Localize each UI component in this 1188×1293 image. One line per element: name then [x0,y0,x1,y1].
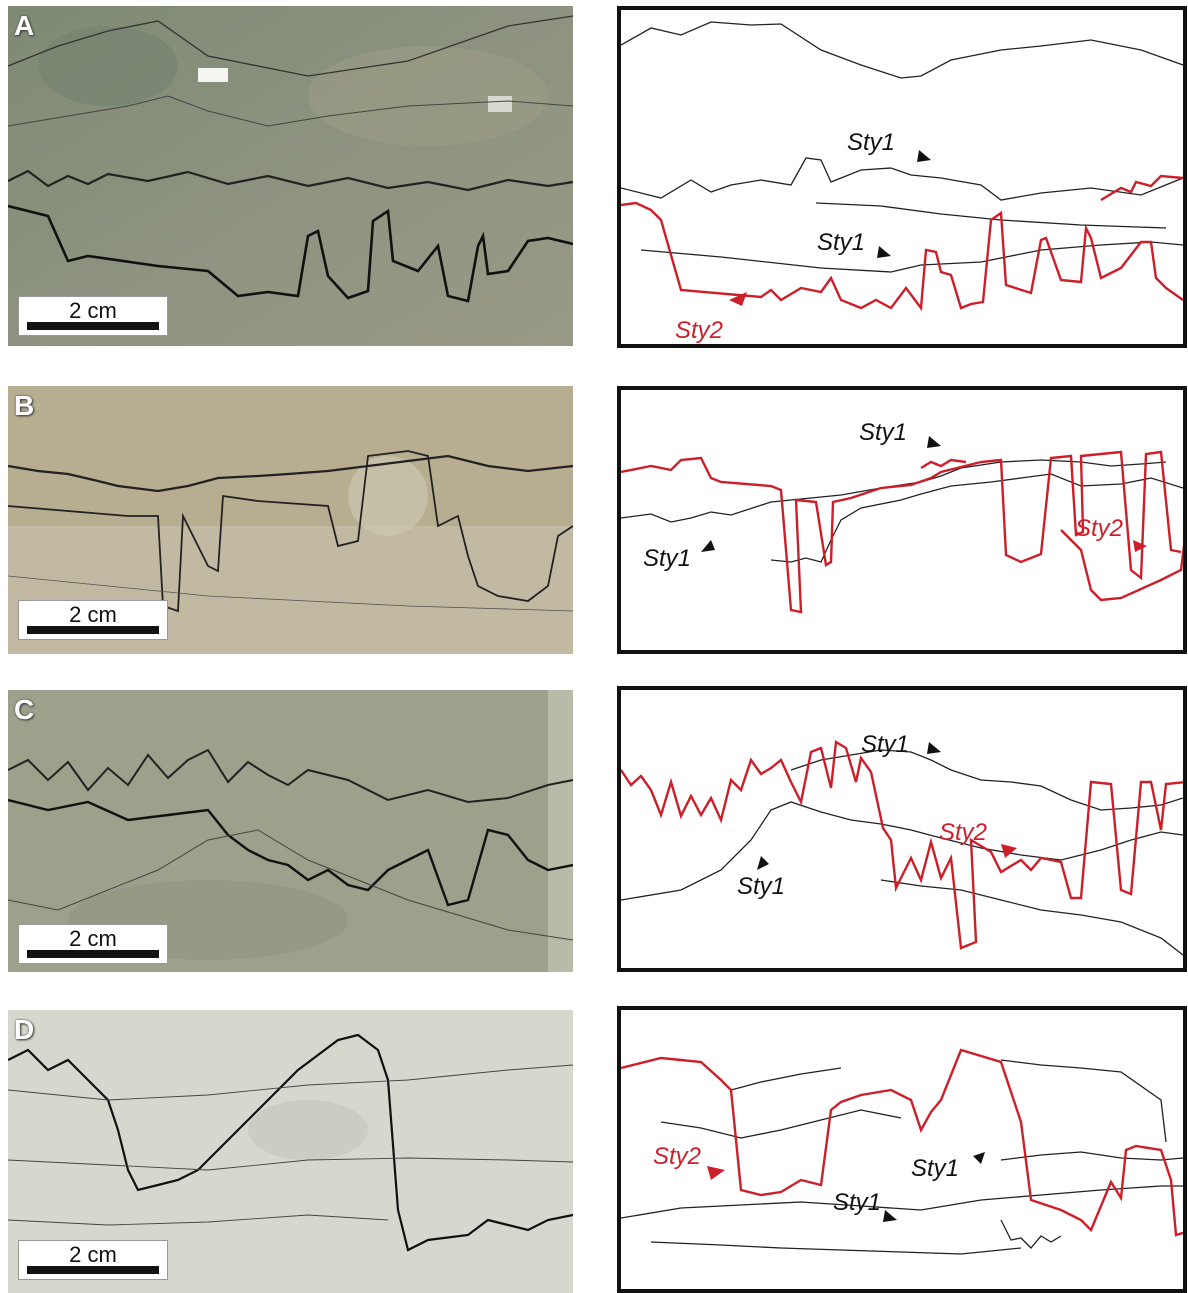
arrow-sty2-a [729,292,747,306]
scale-bar-line-d [27,1266,159,1274]
arrow-sty1-b2 [701,540,715,552]
scale-bar-label-d: 2 cm [69,1242,117,1267]
label-sty1-c1: Sty1 [861,731,909,758]
scale-bar-label-b: 2 cm [69,602,117,627]
scale-bar-line-c [27,950,159,958]
scale-bar-c: 2 cm [18,924,168,964]
label-sty1-d2: Sty1 [833,1189,881,1216]
photo-panel-d: D 2 cm [8,1010,573,1293]
sketch-panel-d: Sty2 Sty1 Sty1 [617,1006,1187,1293]
sketch-b-drawing: Sty1 Sty1 Sty2 [621,419,1183,614]
arrow-sty2-d [707,1166,725,1180]
panel-label-a: A [14,10,35,41]
label-sty1-a1: Sty1 [847,129,895,156]
label-sty2-d: Sty2 [653,1143,701,1170]
photo-d-texture [8,1010,573,1293]
scale-bar-line-a [27,322,159,330]
photo-panel-b: B 2 cm [8,386,573,654]
arrow-sty1-b1 [927,436,941,448]
panel-label-c: C [14,694,35,725]
label-sty1-c2: Sty1 [737,873,785,900]
arrow-sty2-b [1133,540,1147,552]
label-sty1-b1: Sty1 [859,419,907,446]
panel-label-d: D [14,1014,35,1045]
arrow-sty1-c2 [757,856,769,870]
photo-panel-a: A 2 cm [8,6,573,346]
scale-bar-label-a: 2 cm [69,298,117,323]
sketch-a-drawing: Sty1 Sty1 Sty2 [621,21,1183,344]
label-sty1-b2: Sty1 [643,545,691,572]
sketch-d-drawing: Sty2 Sty1 Sty1 [621,1048,1183,1255]
scale-bar-line-b [27,626,159,634]
label-sty2-a: Sty2 [675,317,723,344]
scale-bar-b: 2 cm [18,600,168,640]
sketch-panel-a: Sty1 Sty1 Sty2 [617,6,1187,348]
arrow-sty1-d1 [973,1152,985,1164]
arrow-sty1-a2 [877,246,891,258]
photo-c-texture [8,690,573,972]
sketch-c-drawing: Sty1 Sty1 Sty2 [621,731,1183,956]
scale-bar-d: 2 cm [18,1240,168,1280]
label-sty1-a2: Sty1 [817,229,865,256]
photo-a-texture [8,6,573,346]
scale-bar-label-c: 2 cm [69,926,117,951]
scale-bar-a: 2 cm [18,296,168,336]
panel-label-b: B [14,390,35,421]
arrow-sty2-c [1001,844,1017,858]
arrow-sty1-a1 [917,150,931,162]
arrow-sty1-d2 [883,1210,897,1222]
photo-panel-c: C 2 cm [8,690,573,972]
sketch-panel-b: Sty1 Sty1 Sty2 [617,386,1187,654]
label-sty1-d1: Sty1 [911,1155,959,1182]
sketch-panel-c: Sty1 Sty1 Sty2 [617,686,1187,972]
label-sty2-c: Sty2 [939,819,987,846]
label-sty2-b: Sty2 [1075,515,1123,542]
arrow-sty1-c1 [927,742,941,754]
